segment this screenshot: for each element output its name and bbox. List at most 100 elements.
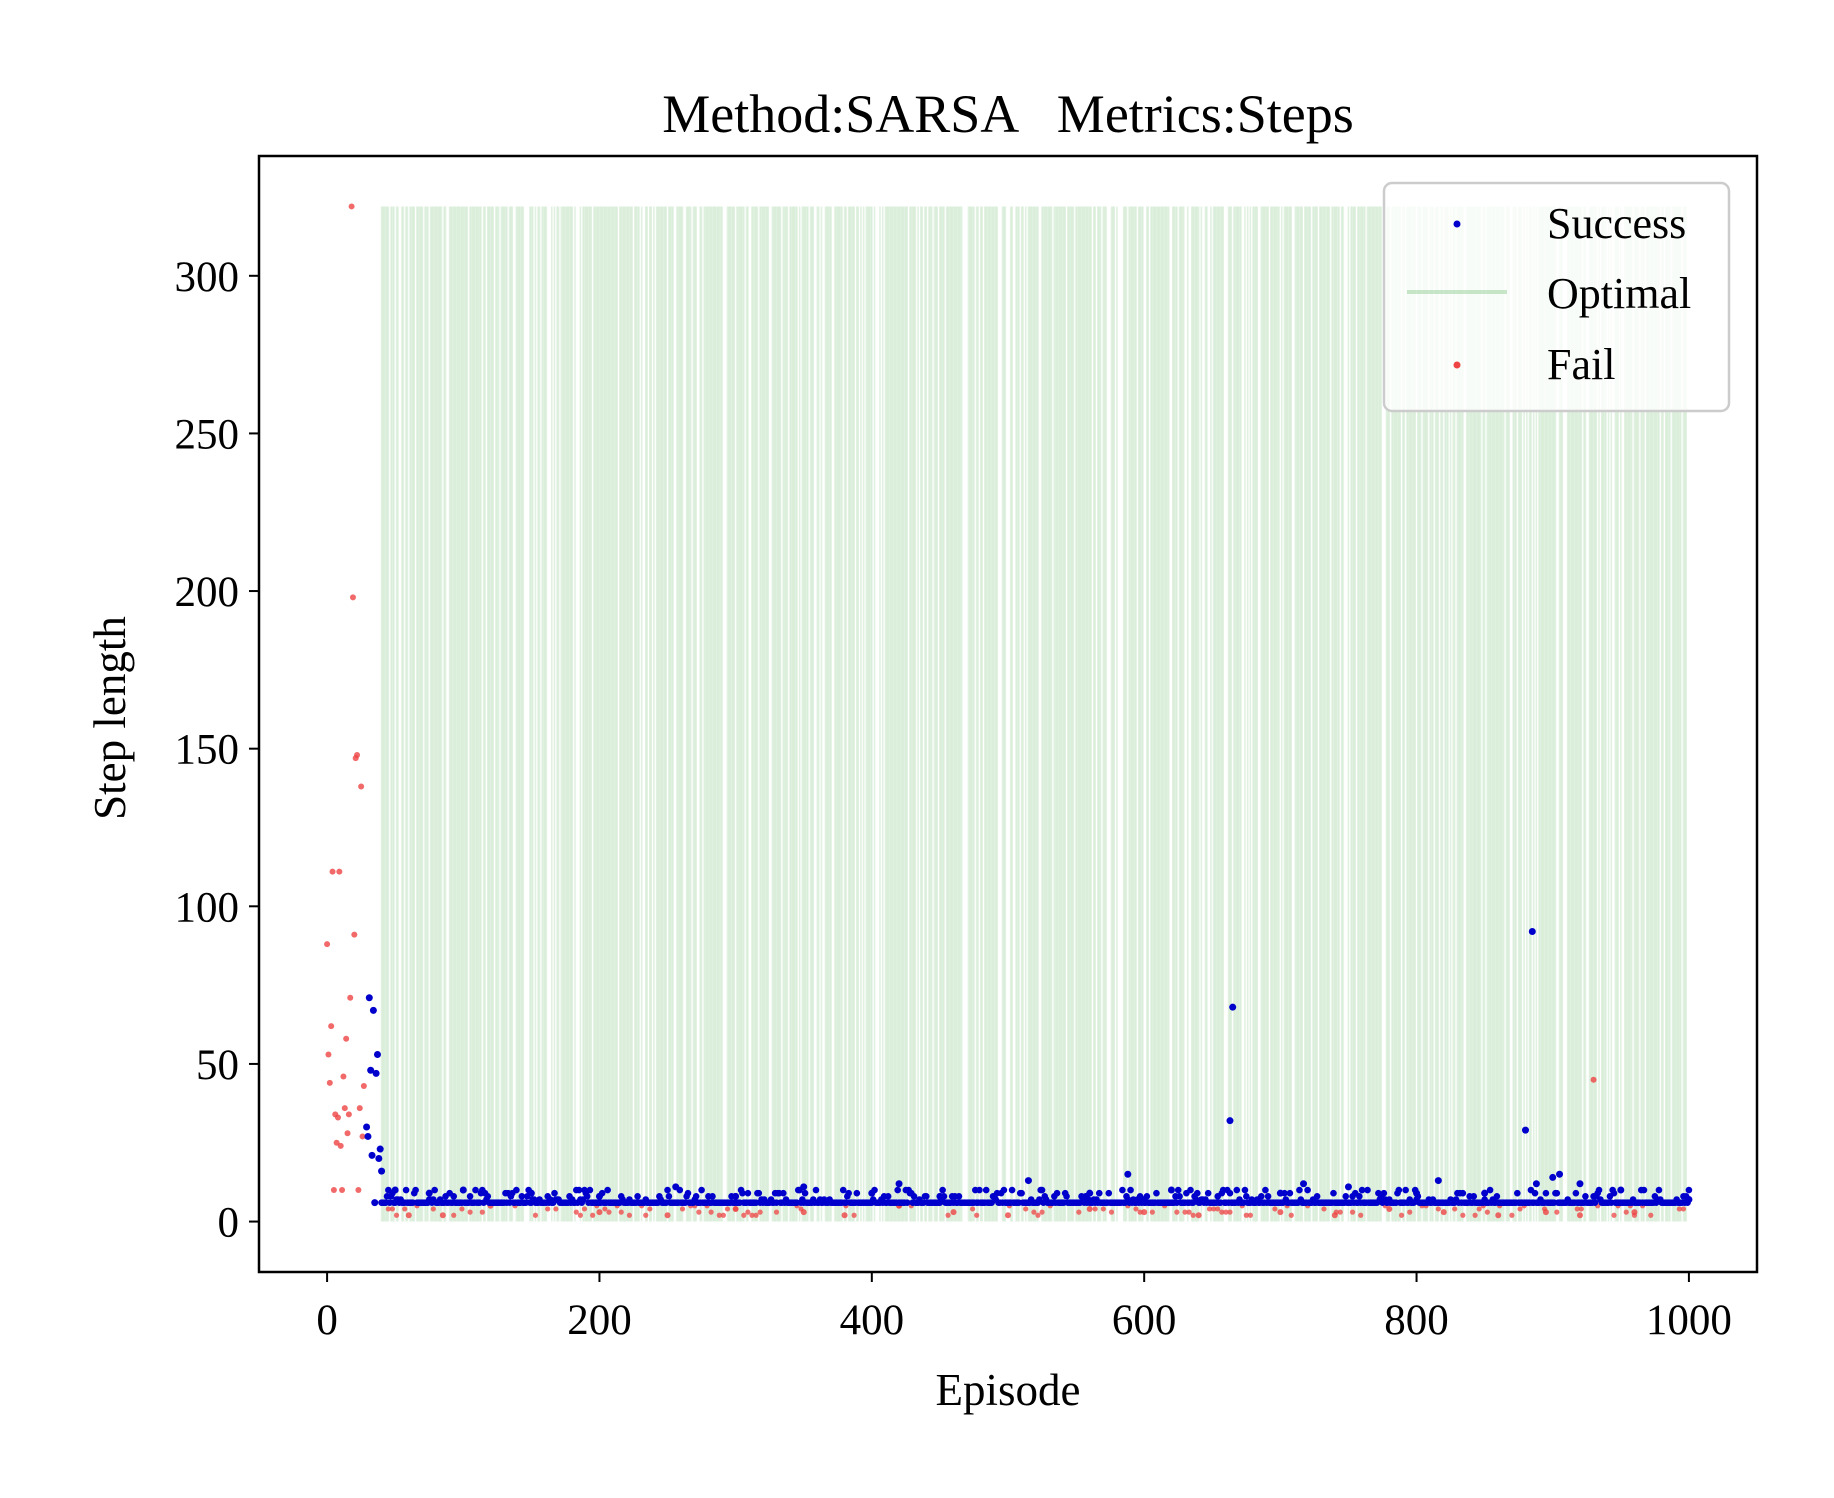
success-point bbox=[910, 1193, 918, 1200]
fail-point bbox=[573, 1209, 579, 1215]
fail-point bbox=[749, 1212, 755, 1218]
success-point bbox=[839, 1186, 847, 1194]
success-point bbox=[1413, 1189, 1421, 1197]
fail-point bbox=[1611, 1212, 1617, 1218]
fail-point bbox=[1277, 1209, 1284, 1216]
fail-point bbox=[330, 1187, 337, 1194]
fail-point bbox=[1223, 1209, 1229, 1215]
fail-point bbox=[1676, 1206, 1682, 1212]
x-tick-label: 1000 bbox=[1646, 1297, 1732, 1344]
fail-point bbox=[1648, 1212, 1654, 1218]
success-point bbox=[575, 1186, 583, 1194]
success-point bbox=[1470, 1193, 1478, 1200]
success-point bbox=[732, 1192, 740, 1200]
success-point bbox=[1356, 1193, 1363, 1200]
success-point bbox=[1549, 1173, 1557, 1181]
x-tick-label: 0 bbox=[316, 1297, 338, 1344]
success-point bbox=[982, 1186, 990, 1194]
success-point bbox=[1063, 1193, 1070, 1200]
fail-point bbox=[724, 1206, 731, 1212]
fail-point bbox=[344, 1130, 351, 1137]
fail-point bbox=[1149, 1209, 1155, 1215]
fail-point bbox=[1108, 1209, 1115, 1215]
fail-point bbox=[1623, 1209, 1629, 1215]
fail-point bbox=[385, 1206, 391, 1212]
fail-point bbox=[1182, 1209, 1188, 1215]
fail-point bbox=[618, 1209, 624, 1215]
fail-point bbox=[1472, 1212, 1478, 1218]
success-point bbox=[431, 1186, 438, 1194]
fail-point bbox=[1035, 1212, 1041, 1218]
success-point bbox=[1572, 1189, 1580, 1197]
success-point bbox=[845, 1189, 852, 1197]
success-point bbox=[1486, 1186, 1494, 1194]
fail-point bbox=[333, 1139, 340, 1146]
fail-point bbox=[696, 1209, 702, 1215]
fail-point bbox=[1337, 1209, 1343, 1215]
success-point bbox=[1264, 1193, 1272, 1200]
fail-point bbox=[679, 1206, 686, 1212]
x-tick-label: 600 bbox=[1112, 1297, 1177, 1344]
fail-point bbox=[1631, 1209, 1638, 1216]
success-point bbox=[378, 1167, 386, 1175]
fail-point bbox=[334, 1114, 341, 1121]
success-point bbox=[450, 1193, 458, 1200]
success-point bbox=[1617, 1186, 1625, 1194]
success-point bbox=[868, 1189, 876, 1197]
success-point bbox=[1233, 1186, 1241, 1194]
fail-point bbox=[602, 1206, 608, 1212]
fail-point bbox=[643, 1212, 649, 1218]
success-point bbox=[780, 1189, 787, 1197]
fail-point bbox=[720, 1212, 726, 1218]
success-point bbox=[939, 1186, 946, 1194]
success-point bbox=[1640, 1186, 1648, 1194]
fail-point bbox=[1542, 1209, 1549, 1216]
plot-frame bbox=[257, 154, 1759, 1274]
success-point bbox=[664, 1186, 671, 1194]
fail-point bbox=[1206, 1206, 1213, 1212]
success-point bbox=[1685, 1195, 1693, 1203]
fail-point bbox=[1227, 1209, 1233, 1215]
success-point bbox=[665, 1193, 673, 1200]
fail-point bbox=[1219, 1209, 1225, 1215]
success-point bbox=[1358, 1186, 1366, 1194]
success-point bbox=[1243, 1193, 1250, 1200]
fail-point bbox=[345, 1111, 352, 1118]
success-point bbox=[812, 1186, 820, 1194]
fail-point bbox=[1195, 1212, 1202, 1219]
fail-point bbox=[1495, 1212, 1502, 1219]
fail-point bbox=[741, 1212, 747, 1218]
success-point bbox=[692, 1193, 700, 1200]
legend-fail-marker bbox=[1453, 361, 1461, 369]
fail-point bbox=[1247, 1212, 1254, 1218]
fail-point bbox=[324, 941, 331, 948]
fail-point bbox=[459, 1206, 465, 1212]
x-axis-label: Episode bbox=[936, 1365, 1081, 1415]
success-point bbox=[1582, 1193, 1589, 1200]
fail-point bbox=[393, 1212, 400, 1218]
success-point bbox=[1229, 1003, 1237, 1011]
success-point bbox=[684, 1189, 692, 1197]
success-point bbox=[709, 1193, 716, 1200]
success-point bbox=[1591, 1199, 1599, 1206]
x-tick-label: 200 bbox=[567, 1297, 632, 1344]
x-tick-label: 400 bbox=[840, 1297, 905, 1344]
fail-point bbox=[1133, 1206, 1139, 1212]
fail-point bbox=[349, 594, 356, 601]
fail-point bbox=[1574, 1206, 1580, 1212]
success-point bbox=[1174, 1186, 1182, 1194]
success-point bbox=[369, 1006, 377, 1014]
fail-point bbox=[1039, 1209, 1045, 1215]
success-point bbox=[1124, 1170, 1132, 1178]
success-point bbox=[1018, 1189, 1025, 1197]
success-point bbox=[1053, 1189, 1061, 1197]
optimal-lines bbox=[380, 206, 1687, 1222]
success-point bbox=[1286, 1189, 1294, 1197]
fail-point bbox=[451, 1212, 457, 1218]
y-tick-label: 50 bbox=[196, 1042, 239, 1089]
y-axis-ticks: 0 50 100 150 200 250 300 bbox=[175, 254, 259, 1247]
success-point bbox=[365, 994, 373, 1002]
success-point bbox=[375, 1155, 383, 1163]
success-point bbox=[459, 1186, 467, 1194]
